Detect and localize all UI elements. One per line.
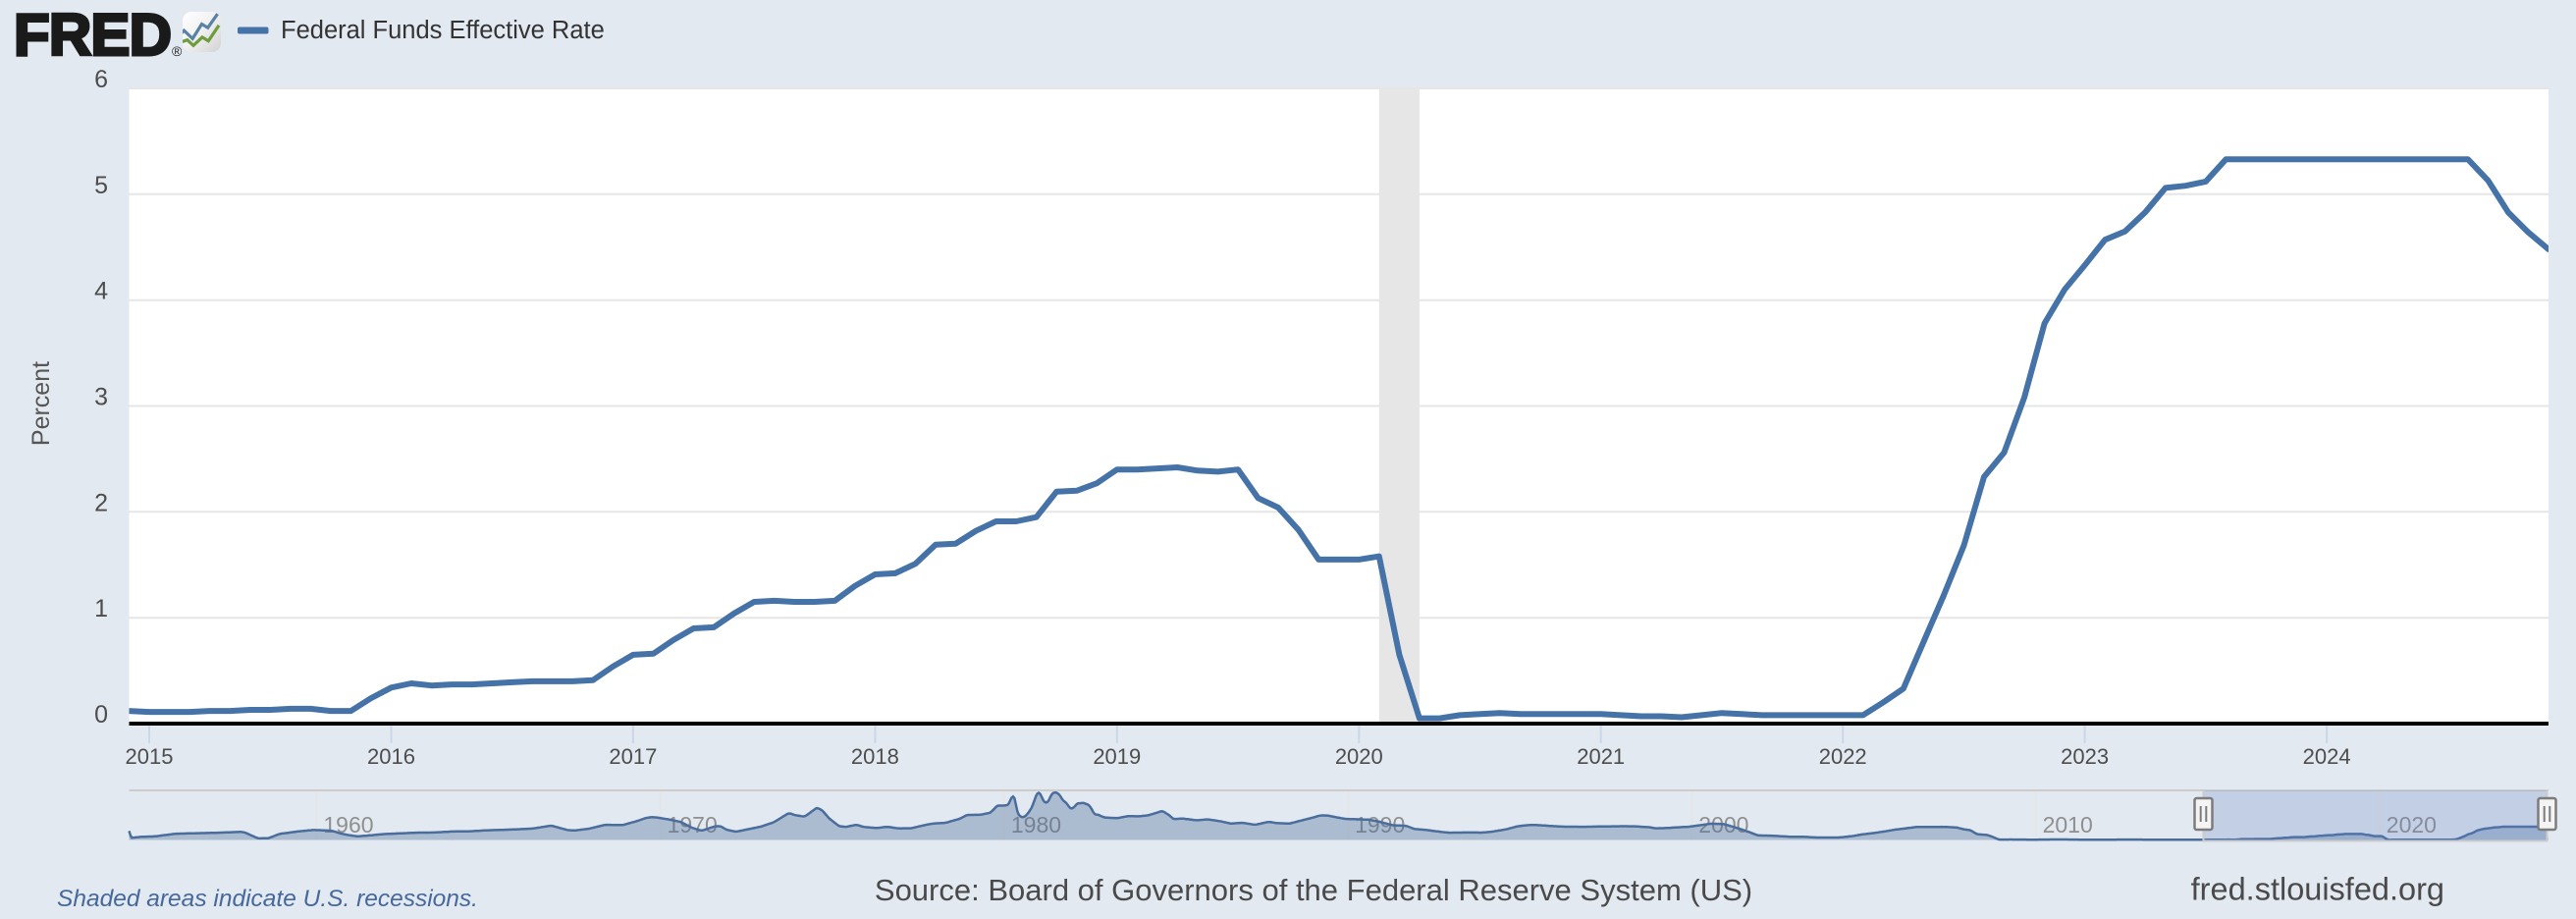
svg-text:Source: Board of Governors of: Source: Board of Governors of the Federa… <box>875 873 1752 907</box>
svg-text:6: 6 <box>94 66 108 93</box>
svg-text:2019: 2019 <box>1093 744 1141 769</box>
svg-text:3: 3 <box>94 384 108 411</box>
svg-text:2018: 2018 <box>851 744 899 769</box>
svg-text:1970: 1970 <box>668 812 718 838</box>
svg-text:2: 2 <box>94 489 108 516</box>
svg-text:2023: 2023 <box>2061 744 2109 769</box>
svg-text:5: 5 <box>94 172 108 199</box>
svg-text:1960: 1960 <box>323 812 373 838</box>
svg-text:1: 1 <box>94 595 108 622</box>
svg-text:2010: 2010 <box>2043 812 2093 838</box>
svg-text:2021: 2021 <box>1577 744 1625 769</box>
svg-text:2015: 2015 <box>126 744 174 769</box>
svg-text:4: 4 <box>94 278 108 305</box>
svg-text:fred.stlouisfed.org: fred.stlouisfed.org <box>2191 872 2444 907</box>
svg-text:FRED: FRED <box>14 2 171 68</box>
svg-text:2020: 2020 <box>1335 744 1383 769</box>
svg-text:2022: 2022 <box>1819 744 1867 769</box>
svg-text:0: 0 <box>94 701 108 729</box>
svg-text:Percent: Percent <box>27 361 55 446</box>
svg-text:2016: 2016 <box>367 744 415 769</box>
svg-text:2024: 2024 <box>2303 744 2351 769</box>
svg-text:Federal Funds Effective Rate: Federal Funds Effective Rate <box>281 17 605 44</box>
svg-text:2017: 2017 <box>609 744 657 769</box>
svg-text:Shaded areas indicate U.S. rec: Shaded areas indicate U.S. recessions. <box>57 886 478 912</box>
svg-text:®: ® <box>172 43 183 59</box>
svg-text:2020: 2020 <box>2387 812 2437 838</box>
